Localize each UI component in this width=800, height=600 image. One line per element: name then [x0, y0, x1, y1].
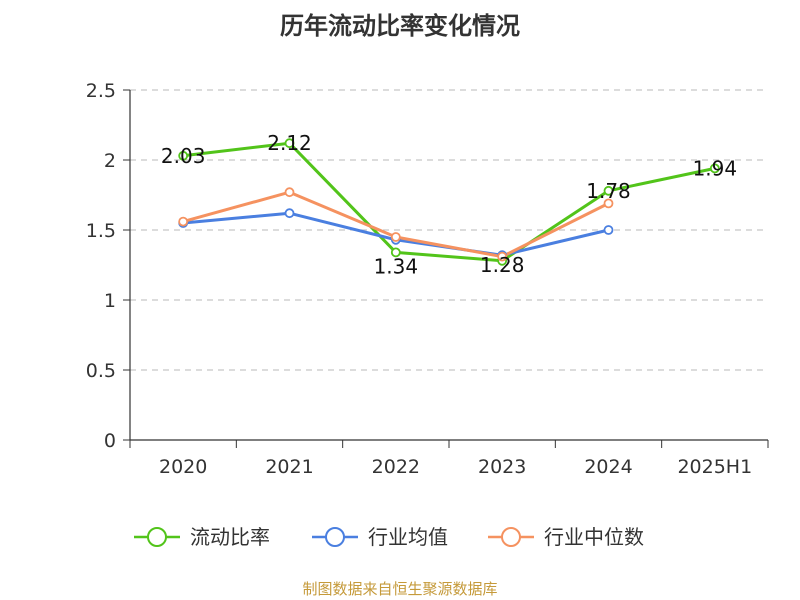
data-point [497, 251, 508, 262]
legend-item-0[interactable]: 流动比率 [134, 525, 270, 549]
y-tick-label: 1 [104, 290, 116, 312]
data-point [284, 138, 295, 149]
data-point [390, 247, 401, 258]
y-tick-label: 2 [104, 150, 116, 172]
data-labels: 2.03 2.12 1.34 1.28 1.78 1.94 [161, 131, 737, 278]
source-note: 制图数据来自恒生聚源数据库 [302, 580, 497, 598]
data-label: 1.28 [480, 253, 525, 277]
data-label: 2.12 [267, 131, 312, 155]
data-label: 2.03 [161, 144, 206, 168]
data-label: 1.78 [586, 179, 631, 203]
data-point [603, 225, 614, 235]
x-tick-label: 2025H1 [677, 456, 752, 478]
series-points [178, 138, 720, 266]
legend-label: 流动比率 [190, 525, 270, 549]
series-line-0 [182, 141, 716, 263]
legend-label: 行业均值 [368, 525, 448, 549]
legend-swatch-marker [501, 527, 521, 547]
chart-title: 历年流动比率变化情况 [280, 12, 520, 40]
y-tick-label: 1.5 [86, 220, 116, 242]
axes [129, 90, 768, 441]
x-tick-label: 2023 [478, 456, 526, 478]
grid [130, 89, 768, 371]
x-tick-label: 2020 [159, 456, 207, 478]
legend-item-1[interactable]: 行业均值 [312, 525, 448, 549]
legend-swatch-marker [147, 527, 167, 547]
data-point [178, 216, 189, 227]
data-label: 1.34 [374, 254, 419, 278]
data-label: 1.94 [693, 156, 738, 180]
legend-item-2[interactable]: 行业中位数 [488, 525, 644, 549]
y-tick-label: 0.5 [86, 360, 116, 382]
y-tick-label: 0 [104, 430, 116, 452]
data-point [603, 198, 614, 209]
x-axis-ticks: 2020 2021 2022 2023 2024 2025H1 [129, 440, 769, 478]
data-point [390, 232, 401, 242]
legend-label: 行业中位数 [544, 525, 644, 549]
legend[interactable]: 流动比率 行业均值 行业中位数 [134, 525, 644, 549]
data-point [178, 150, 189, 161]
series-line-2 [182, 190, 610, 259]
data-point [603, 185, 614, 196]
data-point [284, 208, 295, 219]
series-lines [182, 141, 716, 263]
x-tick-label: 2021 [265, 456, 313, 478]
data-point [709, 163, 720, 174]
x-tick-label: 2024 [584, 456, 632, 478]
y-tick-label: 2.5 [86, 80, 116, 102]
legend-swatch-marker [325, 527, 345, 547]
y-axis-ticks: 0 0.5 1 1.5 2 2.5 [86, 80, 130, 452]
data-point [284, 187, 295, 198]
x-tick-label: 2022 [372, 456, 420, 478]
